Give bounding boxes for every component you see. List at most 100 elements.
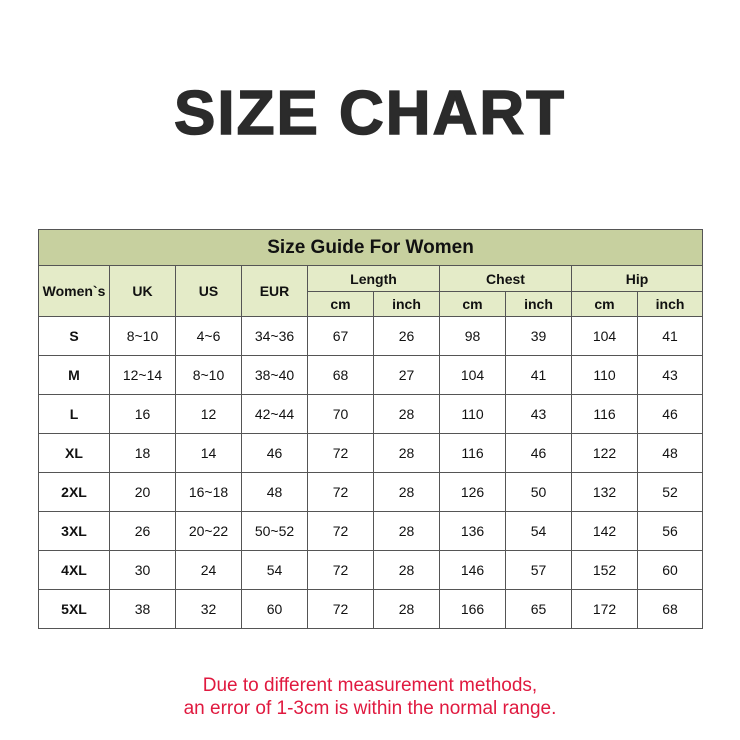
table-cell: 28 — [373, 511, 440, 551]
table-cell: 28 — [373, 394, 440, 434]
table-cell: 122 — [571, 433, 638, 473]
table-cell: 72 — [307, 589, 374, 629]
header-length-cm: cm — [307, 291, 374, 317]
table-cell: 136 — [439, 511, 506, 551]
table-cell: 152 — [571, 550, 638, 590]
table-cell: 20~22 — [175, 511, 242, 551]
table-cell: 72 — [307, 472, 374, 512]
table-row: M 12~14 8~10 38~40 68 27 104 41 110 43 — [38, 355, 704, 395]
header-length: Length — [307, 265, 440, 292]
table-row: S 8~10 4~6 34~36 67 26 98 39 104 41 — [38, 316, 704, 356]
table-cell: 116 — [439, 433, 506, 473]
table-cell: 14 — [175, 433, 242, 473]
table-row: L 16 12 42~44 70 28 110 43 116 46 — [38, 394, 704, 434]
table-cell: 12~14 — [109, 355, 176, 395]
table-cell: 172 — [571, 589, 638, 629]
table-cell: 104 — [439, 355, 506, 395]
table-cell: 56 — [636, 511, 704, 551]
header-us: US — [175, 265, 242, 317]
table-caption: Size Guide For Women — [37, 229, 704, 266]
table-cell: 26 — [373, 316, 440, 356]
table-cell: 116 — [571, 394, 638, 434]
table-cell: 48 — [636, 433, 704, 473]
table-cell: 98 — [439, 316, 506, 356]
table-cell: 46 — [636, 394, 704, 434]
table-cell: 50~52 — [241, 511, 308, 551]
table-cell: 27 — [373, 355, 440, 395]
table-cell: 43 — [505, 394, 572, 434]
table-cell: 68 — [636, 589, 704, 629]
table-cell: 68 — [307, 355, 374, 395]
size-label: M — [38, 355, 110, 395]
table-cell: 28 — [373, 472, 440, 512]
table-cell: 60 — [636, 550, 704, 590]
table-cell: 72 — [307, 511, 374, 551]
table-row: XL 18 14 46 72 28 116 46 122 48 — [38, 433, 704, 473]
header-length-inch: inch — [373, 291, 440, 317]
table-cell: 41 — [636, 316, 704, 356]
size-table: Size Guide For Women Women`s UK US EUR L… — [37, 229, 704, 629]
header-hip: Hip — [570, 265, 704, 292]
table-cell: 43 — [636, 355, 704, 395]
table-cell: 132 — [571, 472, 638, 512]
table-cell: 18 — [109, 433, 176, 473]
table-cell: 48 — [241, 472, 308, 512]
size-label: 4XL — [38, 550, 110, 590]
table-cell: 72 — [307, 550, 374, 590]
table-cell: 110 — [439, 394, 506, 434]
size-label: 3XL — [38, 511, 110, 551]
table-cell: 16~18 — [175, 472, 242, 512]
table-cell: 8~10 — [175, 355, 242, 395]
table-cell: 70 — [307, 394, 374, 434]
table-cell: 41 — [505, 355, 572, 395]
size-label: 5XL — [38, 589, 110, 629]
header-size: Women`s — [38, 265, 110, 317]
table-row: 4XL 30 24 54 72 28 146 57 152 60 — [38, 550, 704, 590]
table-cell: 60 — [241, 589, 308, 629]
table-cell: 104 — [571, 316, 638, 356]
header-hip-inch: inch — [636, 291, 704, 317]
size-label: S — [38, 316, 110, 356]
table-cell: 110 — [571, 355, 638, 395]
header-uk: UK — [109, 265, 176, 317]
note-line-2: an error of 1-3cm is within the normal r… — [183, 698, 557, 719]
table-cell: 54 — [241, 550, 308, 590]
table-cell: 28 — [373, 589, 440, 629]
table-cell: 39 — [505, 316, 572, 356]
table-row: 2XL 20 16~18 48 72 28 126 50 132 52 — [38, 472, 704, 512]
table-row: 3XL 26 20~22 50~52 72 28 136 54 142 56 — [38, 511, 704, 551]
table-cell: 57 — [505, 550, 572, 590]
table-cell: 46 — [505, 433, 572, 473]
header-chest-cm: cm — [439, 291, 506, 317]
table-cell: 38 — [109, 589, 176, 629]
header-chest-inch: inch — [505, 291, 572, 317]
table-cell: 38~40 — [241, 355, 308, 395]
table-cell: 46 — [241, 433, 308, 473]
table-cell: 142 — [571, 511, 638, 551]
size-label: 2XL — [38, 472, 110, 512]
table-cell: 16 — [109, 394, 176, 434]
table-cell: 4~6 — [175, 316, 242, 356]
table-cell: 67 — [307, 316, 374, 356]
size-label: XL — [38, 433, 110, 473]
table-cell: 72 — [307, 433, 374, 473]
table-cell: 146 — [439, 550, 506, 590]
header-hip-cm: cm — [571, 291, 638, 317]
table-cell: 26 — [109, 511, 176, 551]
page-title: SIZE CHART — [173, 78, 566, 149]
table-cell: 28 — [373, 550, 440, 590]
table-cell: 24 — [175, 550, 242, 590]
header-chest: Chest — [439, 265, 572, 292]
table-cell: 52 — [636, 472, 704, 512]
table-cell: 12 — [175, 394, 242, 434]
table-cell: 30 — [109, 550, 176, 590]
table-cell: 126 — [439, 472, 506, 512]
table-cell: 32 — [175, 589, 242, 629]
table-cell: 34~36 — [241, 316, 308, 356]
table-cell: 20 — [109, 472, 176, 512]
header-eur: EUR — [241, 265, 308, 317]
table-row: 5XL 38 32 60 72 28 166 65 172 68 — [38, 589, 704, 629]
measurement-note: Due to different measurement methods, an… — [0, 674, 740, 720]
table-cell: 50 — [505, 472, 572, 512]
note-line-1: Due to different measurement methods, — [202, 675, 538, 696]
